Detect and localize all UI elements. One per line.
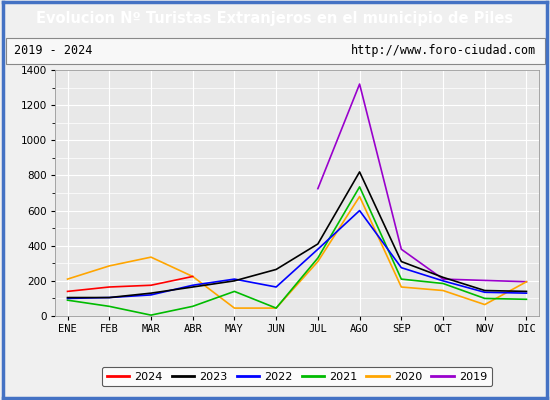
Text: 2019 - 2024: 2019 - 2024 — [14, 44, 92, 57]
Text: http://www.foro-ciudad.com: http://www.foro-ciudad.com — [351, 44, 536, 57]
Bar — [6, 38, 544, 64]
Legend: 2024, 2023, 2022, 2021, 2020, 2019: 2024, 2023, 2022, 2021, 2020, 2019 — [102, 367, 492, 386]
Text: Evolucion Nº Turistas Extranjeros en el municipio de Piles: Evolucion Nº Turistas Extranjeros en el … — [36, 10, 514, 26]
